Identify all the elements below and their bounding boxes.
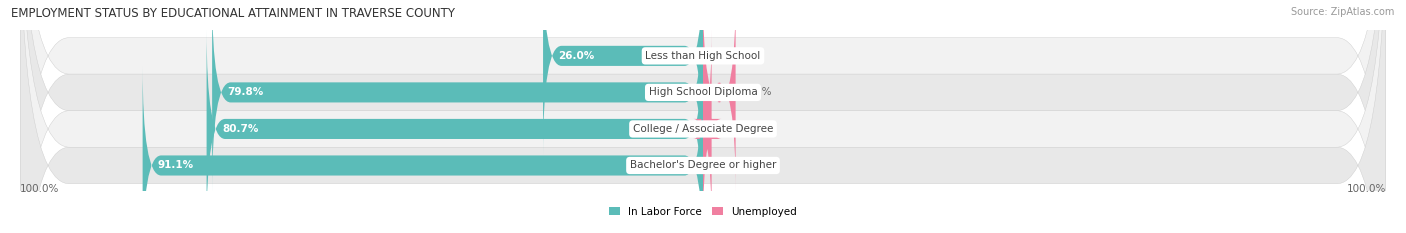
Text: College / Associate Degree: College / Associate Degree	[633, 124, 773, 134]
FancyBboxPatch shape	[703, 0, 735, 192]
Text: EMPLOYMENT STATUS BY EDUCATIONAL ATTAINMENT IN TRAVERSE COUNTY: EMPLOYMENT STATUS BY EDUCATIONAL ATTAINM…	[11, 7, 456, 20]
Legend: In Labor Force, Unemployed: In Labor Force, Unemployed	[605, 203, 801, 221]
Text: 100.0%: 100.0%	[1347, 184, 1386, 194]
Text: 0.0%: 0.0%	[713, 161, 738, 171]
Text: 91.1%: 91.1%	[157, 161, 194, 171]
FancyBboxPatch shape	[543, 0, 703, 155]
FancyBboxPatch shape	[142, 66, 703, 233]
Text: 100.0%: 100.0%	[20, 184, 59, 194]
FancyBboxPatch shape	[693, 29, 721, 229]
Text: Less than High School: Less than High School	[645, 51, 761, 61]
Text: Source: ZipAtlas.com: Source: ZipAtlas.com	[1291, 7, 1395, 17]
FancyBboxPatch shape	[207, 29, 703, 229]
Text: 79.8%: 79.8%	[228, 87, 264, 97]
Text: 0.0%: 0.0%	[713, 51, 738, 61]
Text: 5.3%: 5.3%	[745, 87, 772, 97]
FancyBboxPatch shape	[20, 0, 1386, 233]
Text: 1.4%: 1.4%	[721, 124, 748, 134]
FancyBboxPatch shape	[20, 0, 1386, 233]
Text: 80.7%: 80.7%	[222, 124, 259, 134]
Text: High School Diploma: High School Diploma	[648, 87, 758, 97]
FancyBboxPatch shape	[20, 0, 1386, 233]
FancyBboxPatch shape	[20, 0, 1386, 233]
Text: 26.0%: 26.0%	[558, 51, 595, 61]
Text: Bachelor's Degree or higher: Bachelor's Degree or higher	[630, 161, 776, 171]
FancyBboxPatch shape	[212, 0, 703, 192]
